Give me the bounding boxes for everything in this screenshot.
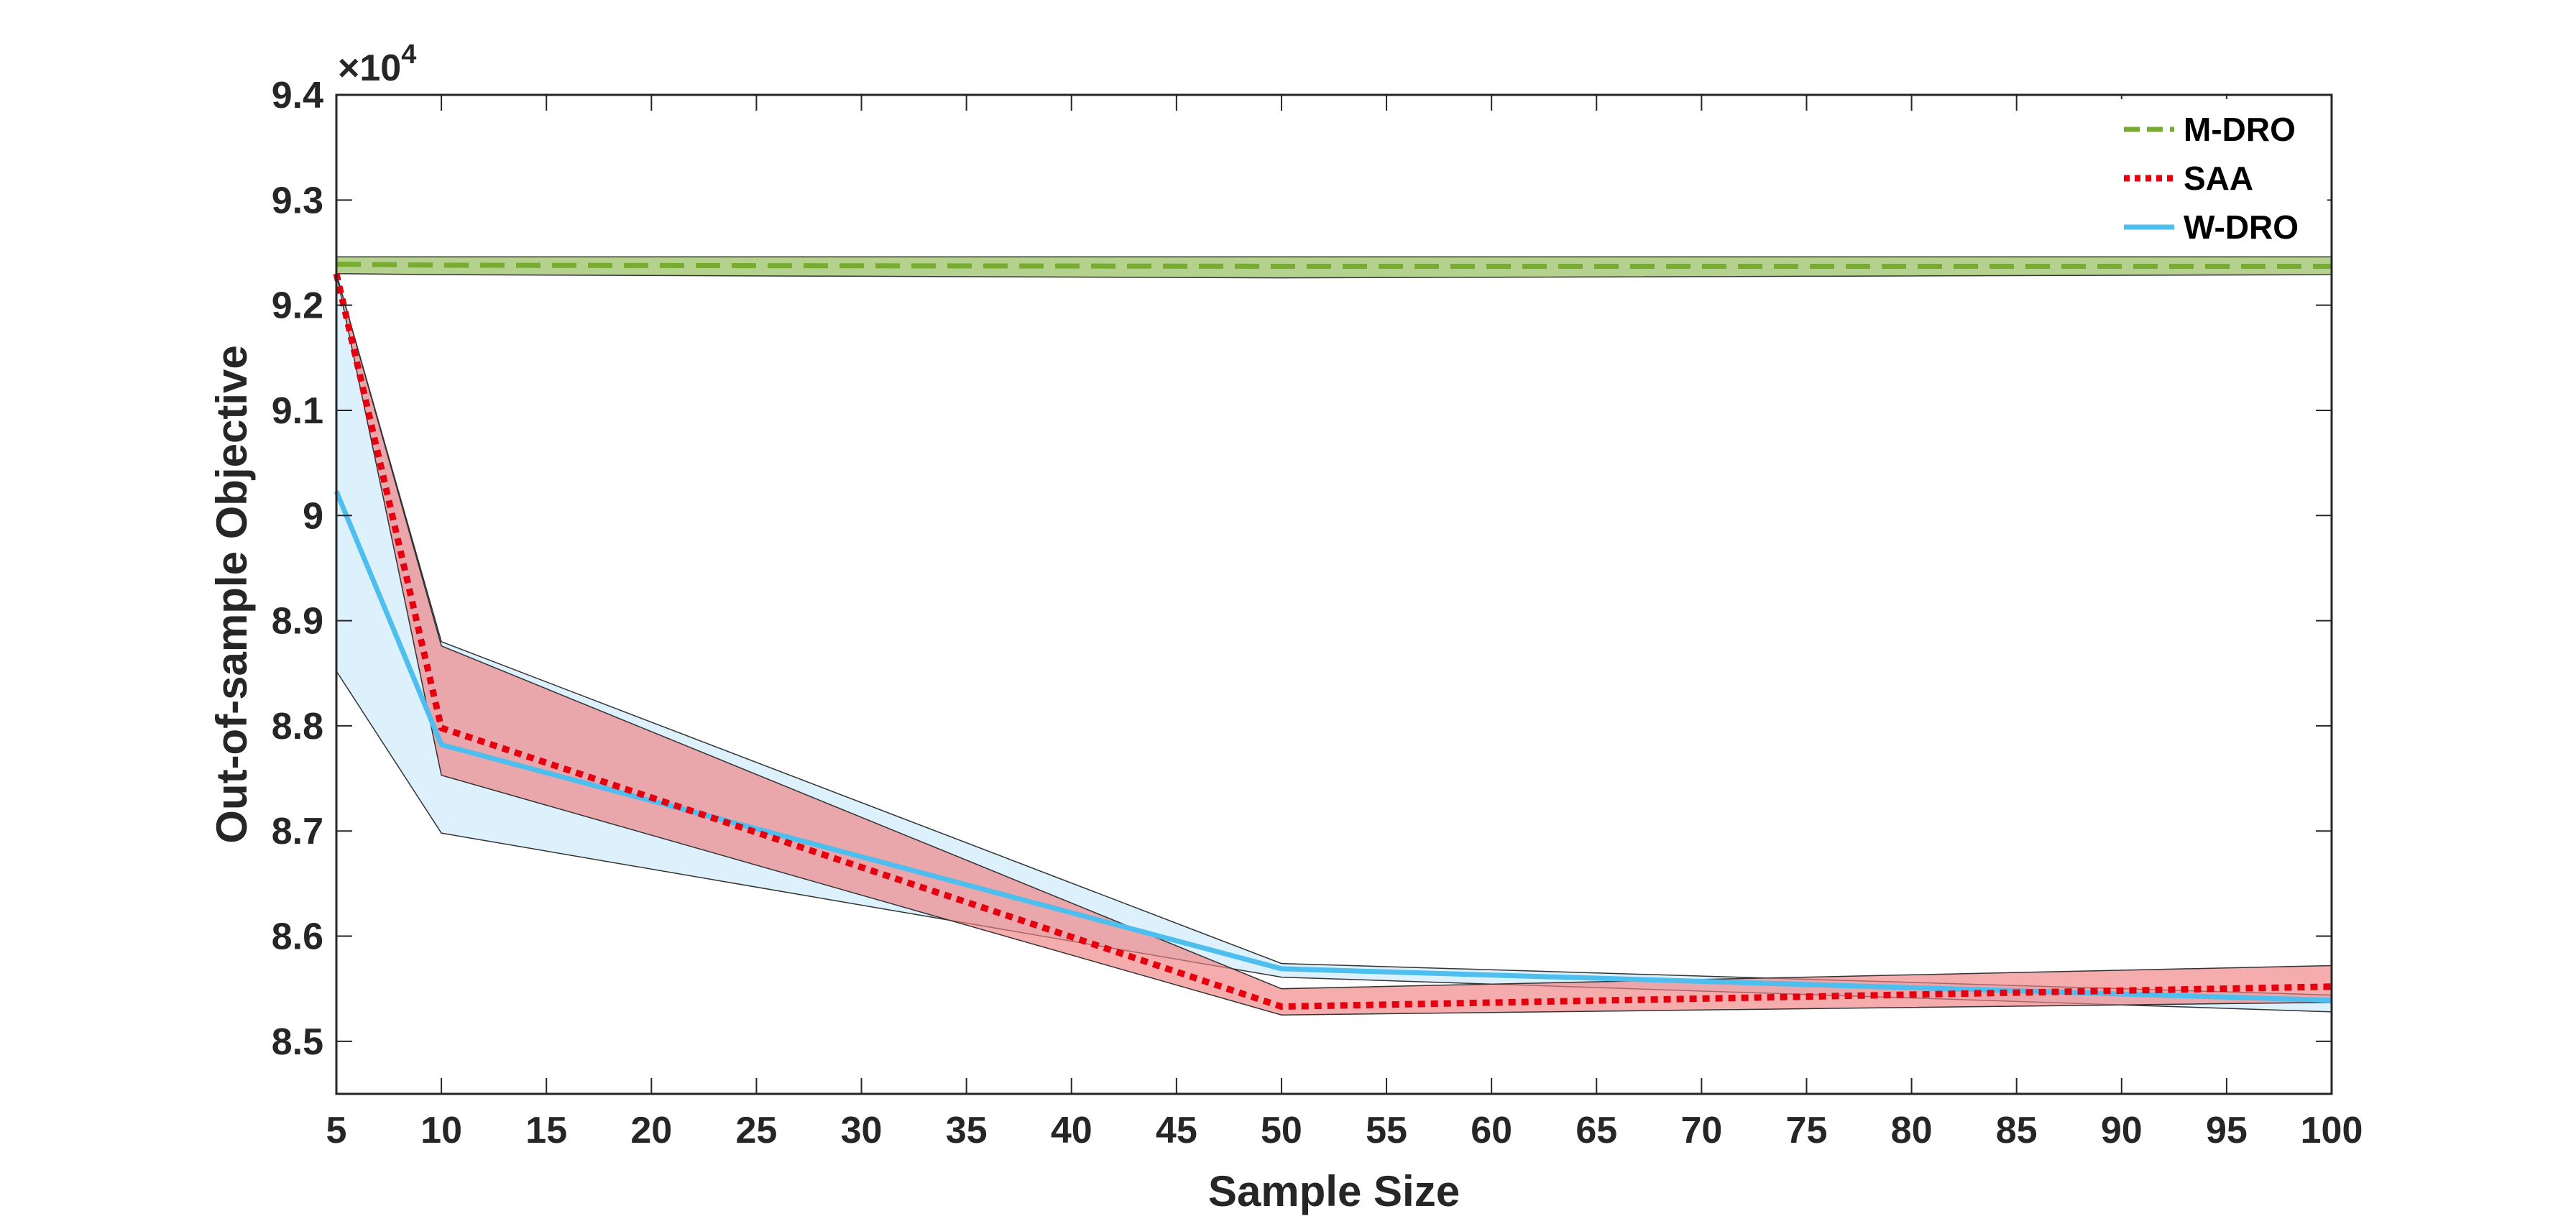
y-tick-label: 8.9 bbox=[272, 601, 323, 643]
line-m-dro bbox=[336, 262, 2332, 269]
legend-box bbox=[2104, 99, 2327, 256]
x-tick-label: 75 bbox=[1786, 1110, 1828, 1151]
y-tick-label: 8.5 bbox=[272, 1021, 323, 1063]
x-tick-label: 65 bbox=[1576, 1110, 1617, 1151]
y-tick-label: 9 bbox=[303, 495, 323, 537]
y-tick-label: 9.2 bbox=[272, 285, 323, 327]
y-tick-label: 9.1 bbox=[272, 390, 323, 432]
x-axis-ticks: 5 10 15 20 25 30 35 40 45 50 55 60 65 70 75 80 85 90 95 100 bbox=[326, 95, 2363, 1151]
x-tick-label: 90 bbox=[2101, 1110, 2143, 1151]
legend-label-m-dro: M-DRO bbox=[2184, 111, 2296, 148]
y-tick-label: 8.7 bbox=[272, 811, 323, 852]
y-tick-label: 8.8 bbox=[272, 706, 323, 747]
line-saa bbox=[333, 272, 2332, 1011]
legend-label-w-dro: W-DRO bbox=[2184, 208, 2299, 246]
x-tick-label: 30 bbox=[841, 1110, 883, 1151]
series-lines bbox=[333, 262, 2332, 1011]
x-tick-label: 55 bbox=[1366, 1110, 1407, 1151]
y-exponent-label: ×104 bbox=[338, 40, 416, 89]
x-tick-label: 15 bbox=[525, 1110, 567, 1151]
y-axis-ticks: 8.5 8.6 8.7 8.8 8.9 9 9.1 9.2 9.3 9.4 bbox=[272, 75, 2332, 1063]
x-tick-label: 50 bbox=[1261, 1110, 1302, 1151]
line-w-dro bbox=[334, 490, 2332, 1003]
x-tick-label: 25 bbox=[735, 1110, 777, 1151]
x-tick-label: 60 bbox=[1471, 1110, 1512, 1151]
y-tick-label: 9.4 bbox=[272, 75, 323, 116]
x-axis-title: Sample Size bbox=[1208, 1167, 1460, 1215]
x-tick-label: 70 bbox=[1680, 1110, 1722, 1151]
x-tick-label: 95 bbox=[2206, 1110, 2248, 1151]
plot-frame bbox=[335, 93, 2333, 1095]
x-tick-label: 80 bbox=[1891, 1110, 1933, 1151]
legend-label-saa: SAA bbox=[2184, 160, 2253, 197]
y-axis-title: Out-of-sample Objective bbox=[208, 345, 256, 843]
x-tick-label: 40 bbox=[1051, 1110, 1092, 1151]
plot-background bbox=[336, 95, 2332, 1094]
x-tick-label: 20 bbox=[630, 1110, 672, 1151]
x-tick-label: 10 bbox=[420, 1110, 462, 1151]
x-tick-label: 5 bbox=[326, 1110, 347, 1151]
x-tick-label: 100 bbox=[2301, 1110, 2363, 1151]
x-tick-label: 85 bbox=[1996, 1110, 2038, 1151]
x-tick-label: 35 bbox=[946, 1110, 988, 1151]
y-tick-label: 8.6 bbox=[272, 916, 323, 958]
legend: M-DRO SAA W-DRO bbox=[2104, 99, 2327, 256]
x-tick-label: 45 bbox=[1156, 1110, 1197, 1151]
y-tick-label: 9.3 bbox=[272, 180, 323, 221]
